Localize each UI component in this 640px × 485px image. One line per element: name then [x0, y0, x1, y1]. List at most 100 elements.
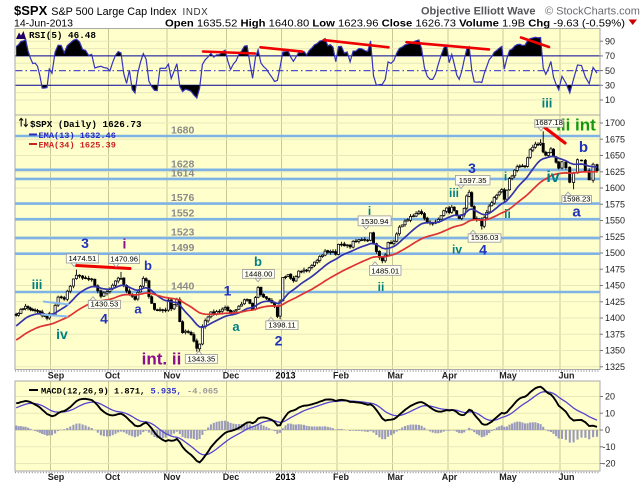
- svg-text:RSI(5) 46.48: RSI(5) 46.48: [29, 30, 96, 41]
- svg-text:Objective Elliott Wave: Objective Elliott Wave: [421, 6, 536, 18]
- svg-text:Iii int: Iii int: [556, 116, 596, 135]
- svg-text:1687.18: 1687.18: [535, 118, 563, 127]
- svg-text:Dec: Dec: [223, 472, 240, 482]
- svg-text:10: 10: [605, 95, 615, 105]
- svg-text:1625: 1625: [605, 167, 625, 177]
- svg-text:Feb: Feb: [333, 472, 350, 482]
- svg-text:Oct: Oct: [105, 472, 120, 482]
- svg-text:1536.03: 1536.03: [471, 233, 499, 242]
- svg-text:1474.51: 1474.51: [69, 254, 97, 263]
- svg-text:1530.94: 1530.94: [361, 217, 390, 226]
- svg-text:1614: 1614: [171, 167, 195, 179]
- svg-text:1523: 1523: [171, 227, 195, 239]
- svg-text:1425: 1425: [605, 297, 625, 307]
- svg-text:b: b: [254, 254, 262, 269]
- svg-text:Jun: Jun: [558, 371, 574, 381]
- svg-text:-20: -20: [603, 459, 616, 469]
- svg-text:Sep: Sep: [48, 371, 65, 381]
- svg-text:1500: 1500: [605, 248, 625, 258]
- svg-text:MACD(12,26,9) 1.871, 5.935, -4: MACD(12,26,9) 1.871, 5.935, -4.065: [41, 387, 218, 397]
- svg-text:a: a: [572, 204, 581, 221]
- svg-text:iv: iv: [546, 169, 559, 186]
- svg-text:i: i: [504, 170, 507, 184]
- svg-text:0: 0: [605, 425, 610, 435]
- svg-text:1343.35: 1343.35: [188, 354, 216, 363]
- svg-text:Apr: Apr: [442, 472, 458, 482]
- svg-text:70: 70: [605, 51, 615, 61]
- svg-text:Jun: Jun: [558, 472, 574, 482]
- svg-text:iii: iii: [32, 277, 43, 292]
- svg-text:EMA(13) 1632.46: EMA(13) 1632.46: [39, 131, 116, 141]
- svg-text:1400: 1400: [605, 313, 625, 323]
- svg-text:int. ii: int. ii: [142, 350, 182, 369]
- svg-text:Mar: Mar: [387, 371, 404, 381]
- svg-text:1700: 1700: [605, 118, 625, 128]
- svg-text:20: 20: [605, 392, 615, 402]
- svg-text:1675: 1675: [605, 134, 625, 144]
- svg-text:May: May: [499, 472, 517, 482]
- svg-text:Oct: Oct: [105, 371, 120, 381]
- svg-text:1576: 1576: [171, 192, 195, 204]
- svg-text:1450: 1450: [605, 281, 625, 291]
- svg-text:1597.35: 1597.35: [459, 176, 487, 185]
- svg-text:2013: 2013: [275, 472, 295, 482]
- svg-text:i: i: [123, 236, 127, 252]
- svg-text:1680: 1680: [171, 125, 195, 137]
- svg-text:Sep: Sep: [48, 472, 65, 482]
- svg-text:1575: 1575: [605, 199, 625, 209]
- svg-text:iii: iii: [542, 96, 553, 111]
- svg-text:© StockCharts.com: © StockCharts.com: [545, 6, 640, 18]
- svg-text:10: 10: [605, 408, 615, 418]
- svg-text:4: 4: [479, 242, 487, 258]
- svg-text:$SPX (Daily) 1626.73: $SPX (Daily) 1626.73: [30, 119, 142, 130]
- svg-text:Feb: Feb: [333, 371, 350, 381]
- svg-text:90: 90: [605, 36, 615, 46]
- svg-text:1448.00: 1448.00: [245, 269, 273, 278]
- svg-text:1598.23: 1598.23: [563, 194, 591, 203]
- svg-text:1350: 1350: [605, 346, 625, 356]
- svg-text:1499: 1499: [171, 242, 195, 254]
- svg-text:4: 4: [100, 311, 108, 327]
- svg-text:1650: 1650: [605, 151, 625, 161]
- svg-text:1375: 1375: [605, 329, 625, 339]
- svg-text:1325: 1325: [605, 362, 625, 372]
- svg-text:1398.11: 1398.11: [268, 321, 295, 330]
- svg-text:Apr: Apr: [442, 371, 458, 381]
- svg-text:ii: ii: [378, 280, 385, 294]
- svg-text:1552: 1552: [171, 208, 195, 220]
- svg-text:2: 2: [275, 333, 283, 349]
- svg-text:1475: 1475: [605, 264, 625, 274]
- svg-text:i: i: [368, 204, 371, 218]
- svg-text:1485.01: 1485.01: [371, 266, 399, 275]
- svg-text:Mar: Mar: [387, 472, 404, 482]
- svg-text:50: 50: [605, 66, 615, 76]
- svg-text:-10: -10: [603, 442, 616, 452]
- svg-text:1440: 1440: [171, 281, 195, 293]
- svg-text:1430.53: 1430.53: [91, 300, 119, 309]
- svg-text:Dec: Dec: [223, 371, 240, 381]
- svg-text:a: a: [232, 319, 240, 334]
- svg-text:2013: 2013: [275, 371, 295, 381]
- svg-text:1628: 1628: [171, 158, 195, 170]
- svg-text:Open 1635.52 High 1640.80 Low: Open 1635.52 High 1640.80 Low 1623.96 Cl…: [165, 18, 625, 30]
- svg-text:iii: iii: [449, 186, 459, 200]
- svg-text:iv: iv: [452, 243, 462, 257]
- svg-text:1550: 1550: [605, 216, 625, 226]
- svg-text:3: 3: [468, 160, 476, 176]
- svg-text:EMA(34) 1625.39: EMA(34) 1625.39: [39, 141, 116, 151]
- svg-text:b: b: [579, 139, 588, 156]
- svg-text:a: a: [134, 302, 142, 317]
- svg-text:1470.96: 1470.96: [110, 255, 138, 264]
- svg-text:Nov: Nov: [163, 472, 180, 482]
- svg-text:1525: 1525: [605, 232, 625, 242]
- svg-text:1: 1: [224, 283, 232, 299]
- svg-text:iv: iv: [56, 326, 68, 342]
- svg-text:b: b: [144, 258, 152, 273]
- svg-text:3: 3: [81, 235, 89, 251]
- svg-text:14-Jun-2013: 14-Jun-2013: [14, 18, 73, 30]
- svg-text:1600: 1600: [605, 183, 625, 193]
- svg-text:May: May: [499, 371, 517, 381]
- svg-text:ii: ii: [504, 207, 511, 221]
- svg-text:30: 30: [605, 81, 615, 91]
